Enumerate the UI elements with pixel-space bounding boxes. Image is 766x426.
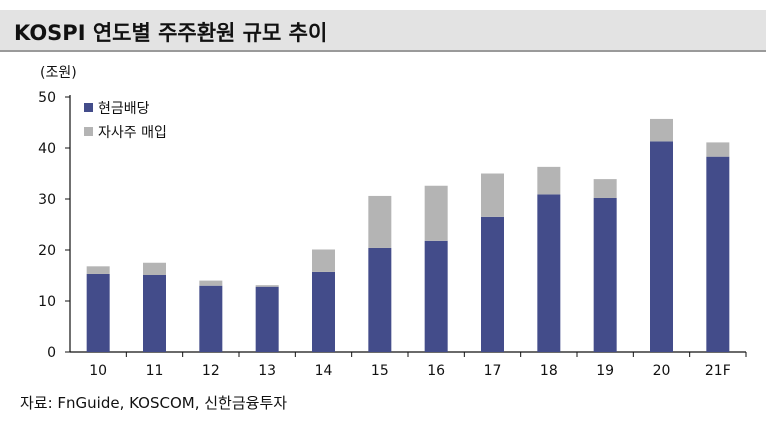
bar-cash-dividend-15 <box>368 247 392 352</box>
chart-title: KOSPI 연도별 주주환원 규모 추이 <box>14 21 328 45</box>
bar-buyback-17 <box>481 173 504 217</box>
x-tick-label: 20 <box>653 363 671 379</box>
bar-cash-dividend-14 <box>312 271 335 352</box>
y-tick-label: 0 <box>47 345 56 361</box>
source-note: 자료: FnGuide, KOSCOM, 신한금융투자 <box>20 394 288 412</box>
x-tick-label: 12 <box>202 363 220 379</box>
bar-buyback-10 <box>86 266 110 274</box>
bar-buyback-20 <box>650 118 673 142</box>
y-tick-label: 20 <box>38 243 56 259</box>
bar-buyback-18 <box>537 166 561 195</box>
x-tick-label: 13 <box>258 363 276 379</box>
title-bar: KOSPI 연도별 주주환원 규모 추이 <box>0 10 766 52</box>
x-tick-label: 10 <box>89 363 107 379</box>
bar-cash-dividend-11 <box>143 274 166 352</box>
x-tick-label: 14 <box>315 363 333 379</box>
x-tick-label: 17 <box>484 363 502 379</box>
y-tick-label: 30 <box>38 192 56 208</box>
legend-label-buyback: 자사주 매입 <box>98 125 167 141</box>
x-tick-label: 19 <box>596 363 614 379</box>
bar-cash-dividend-10 <box>86 273 110 352</box>
legend-swatch-buyback <box>84 127 93 136</box>
y-tick-label: 40 <box>38 141 56 157</box>
bar-buyback-15 <box>368 195 392 248</box>
x-tick-label: 11 <box>146 363 164 379</box>
bar-buyback-13 <box>255 285 279 287</box>
bar-cash-dividend-12 <box>199 285 223 352</box>
bar-buyback-14 <box>312 249 335 272</box>
x-tick-label: 15 <box>371 363 389 379</box>
bar-cash-dividend-18 <box>537 194 561 352</box>
unit-label: (조원) <box>40 65 77 81</box>
bar-buyback-12 <box>199 280 223 286</box>
bar-cash-dividend-13 <box>255 286 279 352</box>
bar-cash-dividend-17 <box>481 216 504 352</box>
bar-cash-dividend-16 <box>424 240 448 352</box>
bar-cash-dividend-20 <box>650 141 673 352</box>
bar-buyback-21F <box>706 142 730 157</box>
y-tick-label: 50 <box>38 90 56 106</box>
bar-buyback-19 <box>593 179 617 198</box>
x-tick-label: 18 <box>540 363 558 379</box>
bar-cash-dividend-19 <box>593 197 617 352</box>
x-tick-label: 16 <box>427 363 445 379</box>
x-tick-label: 21F <box>705 363 731 379</box>
bar-cash-dividend-21F <box>706 156 730 352</box>
y-tick-label: 10 <box>38 294 56 310</box>
legend-swatch-cash-dividend <box>84 103 93 112</box>
bar-buyback-11 <box>143 262 166 275</box>
legend-label-cash-dividend: 현금배당 <box>98 101 150 117</box>
bar-buyback-16 <box>424 185 448 241</box>
